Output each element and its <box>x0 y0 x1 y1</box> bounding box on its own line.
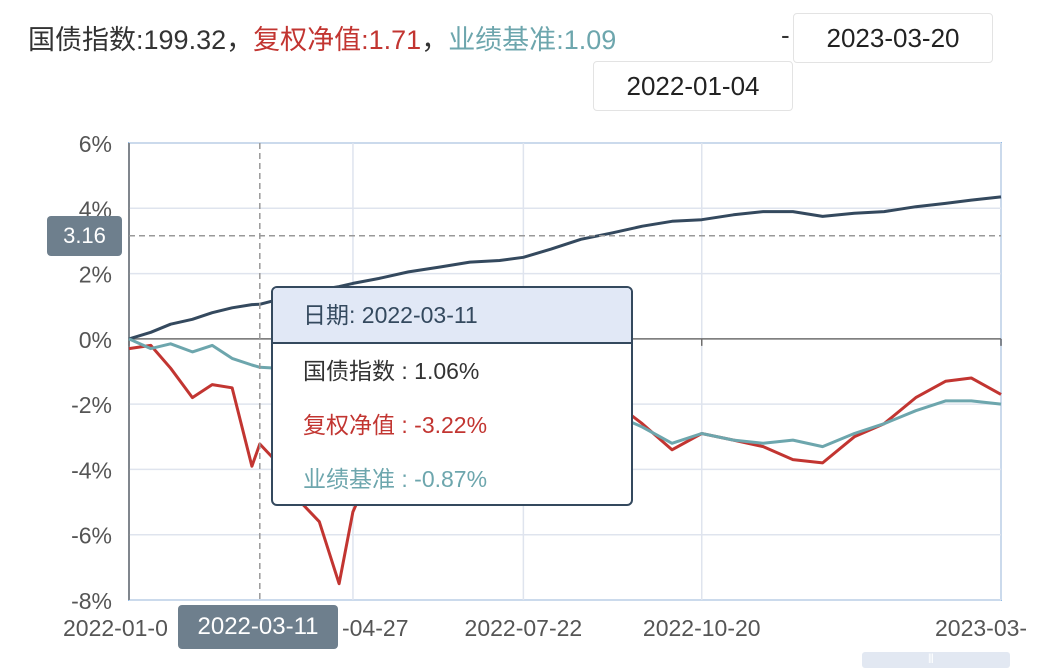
chart-axes: 6%4%2%0%-2%-4%-6%-8%2022-01-0 -04-27 2022-… <box>63 131 1027 641</box>
x-tick-label: 2022-10-20 <box>643 615 761 641</box>
datazoom-handle[interactable]: ||| <box>862 652 1010 668</box>
x-axis-pointer-label: 2022-03-11 <box>178 605 338 649</box>
y-axis-pointer-label: 3.16 <box>47 216 122 256</box>
legend-label: 国债指数 <box>28 25 136 55</box>
grip-icon: ||| <box>928 653 934 664</box>
tooltip-row-fuquan: 复权净值 : -3.22% <box>303 412 488 438</box>
legend-colon: : <box>361 25 369 55</box>
legend-item-jizhun[interactable]: 业绩基准:1.09 <box>448 18 616 57</box>
y-tick-label: -8% <box>71 588 112 614</box>
x-tick-label: 2022-01-0 <box>63 615 168 641</box>
x-tick-label: -04-27 <box>342 615 408 641</box>
legend-value: 1.71 <box>368 25 422 55</box>
legend-item-guozhai[interactable]: 国债指数:199.32 <box>28 18 226 57</box>
y-tick-label: 2% <box>79 262 112 288</box>
tooltip-date: 日期: 2022-03-11 <box>273 288 631 344</box>
y-tick-label: -4% <box>71 457 112 483</box>
chart-tooltip: 日期: 2022-03-11 国债指数 : 1.06% 复权净值 : -3.22… <box>271 286 633 506</box>
legend-summary: 国债指数:199.32，复权净值:1.71，业绩基准:1.09 <box>28 18 616 57</box>
legend-value: 199.32 <box>143 25 227 55</box>
legend-value: 1.09 <box>563 25 617 55</box>
legend-colon: : <box>556 25 564 55</box>
legend-separator: ， <box>226 25 254 55</box>
legend-label: 复权净值 <box>253 25 362 55</box>
end-date-input[interactable]: 2023-03-20 <box>793 13 993 63</box>
axis-pointer <box>129 143 1001 600</box>
legend-item-fuquan[interactable]: 复权净值:1.71 <box>253 18 421 57</box>
date-range-dash: - <box>781 20 790 50</box>
y-tick-label: 6% <box>79 131 112 157</box>
legend-colon: : <box>136 25 144 55</box>
legend-separator: ， <box>421 25 449 55</box>
x-tick-label: 2022-07-22 <box>465 615 583 641</box>
y-tick-label: -2% <box>71 392 112 418</box>
y-tick-label: 0% <box>79 327 112 353</box>
tooltip-row-jizhun: 业绩基准 : -0.87% <box>303 466 488 492</box>
legend-label: 业绩基准 <box>448 25 557 55</box>
tooltip-row-guozhai: 国债指数 : 1.06% <box>303 358 480 384</box>
series-line-国债指数 <box>128 195 1002 341</box>
start-date-input[interactable]: 2022-01-04 <box>593 61 793 111</box>
y-tick-label: -6% <box>71 523 112 549</box>
x-tick-label: 2023-03- <box>935 615 1027 641</box>
